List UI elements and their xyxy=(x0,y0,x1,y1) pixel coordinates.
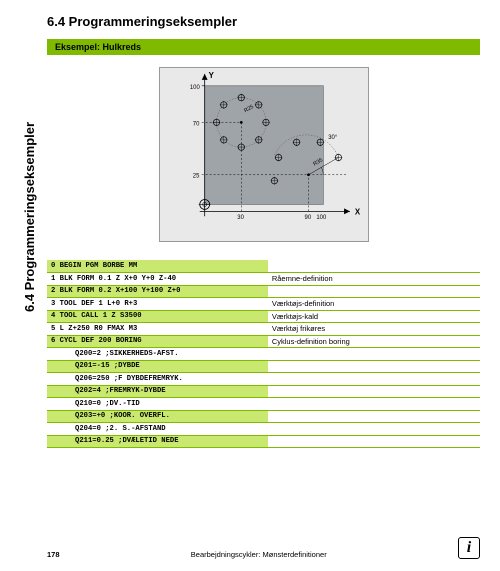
code-row: Q200=2 ;SIKKERHEDS-AFST. xyxy=(47,348,480,361)
desc-cell xyxy=(268,373,480,386)
code-cell: Q201=-15 ;DYBDE xyxy=(47,360,268,373)
code-cell: Q210=0 ;DV.-TID xyxy=(47,398,268,411)
svg-text:30°: 30° xyxy=(328,135,338,141)
code-cell: Q203=+0 ;KOOR. OVERFL. xyxy=(47,410,268,423)
desc-cell xyxy=(268,398,480,411)
desc-cell: Råemne-definition xyxy=(268,273,480,286)
code-row: 1 BLK FORM 0.1 Z X+0 Y+0 Z-40Råemne-defi… xyxy=(47,273,480,286)
sidebar-tab: 6.4 Programmeringseksempler xyxy=(18,14,40,314)
svg-text:X: X xyxy=(354,207,360,216)
code-row: Q204=0 ;2. S.-AFSTAND xyxy=(47,423,480,436)
code-row: 0 BEGIN PGM BORBE MM xyxy=(47,260,480,273)
code-row: 4 TOOL CALL 1 Z S3500Værktøjs-kald xyxy=(47,310,480,323)
desc-cell: Værktøjs-kald xyxy=(268,310,480,323)
code-row: Q211=0.25 ;DVÆLETID NEDE xyxy=(47,435,480,448)
desc-cell: Værktøj frikøres xyxy=(268,323,480,336)
desc-cell xyxy=(268,260,480,273)
code-listing-table: 0 BEGIN PGM BORBE MM1 BLK FORM 0.1 Z X+0… xyxy=(47,260,480,448)
svg-text:30: 30 xyxy=(237,215,244,221)
code-row: 2 BLK FORM 0.2 X+100 Y+100 Z+0 xyxy=(47,285,480,298)
svg-text:100: 100 xyxy=(189,85,200,91)
svg-text:25: 25 xyxy=(192,174,199,180)
code-cell: 2 BLK FORM 0.2 X+100 Y+100 Z+0 xyxy=(47,285,268,298)
code-row: Q206=250 ;F DYBDEFREMRYK. xyxy=(47,373,480,386)
code-cell: Q200=2 ;SIKKERHEDS-AFST. xyxy=(47,348,268,361)
sidebar-title: 6.4 Programmeringseksempler xyxy=(22,22,37,312)
code-row: 5 L Z+250 R0 FMAX M3Værktøj frikøres xyxy=(47,323,480,336)
section-heading: 6.4 Programmeringseksempler xyxy=(47,14,480,29)
info-icon: i xyxy=(458,537,480,559)
svg-text:Y: Y xyxy=(208,71,214,80)
svg-text:90: 90 xyxy=(304,215,311,221)
diagram-container: X Y 100 70 25 30 90 100 R25 xyxy=(159,67,369,242)
desc-cell xyxy=(268,423,480,436)
code-cell: 0 BEGIN PGM BORBE MM xyxy=(47,260,268,273)
main-content: 6.4 Programmeringseksempler Eksempel: Hu… xyxy=(47,14,480,448)
code-row: Q203=+0 ;KOOR. OVERFL. xyxy=(47,410,480,423)
desc-cell xyxy=(268,435,480,448)
svg-text:100: 100 xyxy=(316,215,327,221)
code-cell: 1 BLK FORM 0.1 Z X+0 Y+0 Z-40 xyxy=(47,273,268,286)
page-footer: 178 Bearbejdningscykler: Mønsterdefiniti… xyxy=(47,537,480,559)
page-number: 178 xyxy=(47,550,60,559)
desc-cell xyxy=(268,348,480,361)
hole-circle-diagram: X Y 100 70 25 30 90 100 R25 xyxy=(160,68,368,241)
svg-text:70: 70 xyxy=(192,121,199,127)
desc-cell xyxy=(268,385,480,398)
code-cell: 5 L Z+250 R0 FMAX M3 xyxy=(47,323,268,336)
code-row: 3 TOOL DEF 1 L+0 R+3Værktøjs-definition xyxy=(47,298,480,311)
code-cell: 3 TOOL DEF 1 L+0 R+3 xyxy=(47,298,268,311)
code-row: Q210=0 ;DV.-TID xyxy=(47,398,480,411)
code-cell: 4 TOOL CALL 1 Z S3500 xyxy=(47,310,268,323)
footer-caption: Bearbejdningscykler: Mønsterdefinitioner xyxy=(191,550,327,559)
code-row: 6 CYCL DEF 200 BORINGCyklus-definition b… xyxy=(47,335,480,348)
code-cell: 6 CYCL DEF 200 BORING xyxy=(47,335,268,348)
code-cell: Q206=250 ;F DYBDEFREMRYK. xyxy=(47,373,268,386)
code-cell: Q204=0 ;2. S.-AFSTAND xyxy=(47,423,268,436)
desc-cell: Cyklus-definition boring xyxy=(268,335,480,348)
code-row: Q202=4 ;FREMRYK-DYBDE xyxy=(47,385,480,398)
desc-cell xyxy=(268,360,480,373)
code-cell: Q211=0.25 ;DVÆLETID NEDE xyxy=(47,435,268,448)
code-row: Q201=-15 ;DYBDE xyxy=(47,360,480,373)
desc-cell xyxy=(268,285,480,298)
desc-cell: Værktøjs-definition xyxy=(268,298,480,311)
desc-cell xyxy=(268,410,480,423)
example-title-bar: Eksempel: Hulkreds xyxy=(47,39,480,55)
code-cell: Q202=4 ;FREMRYK-DYBDE xyxy=(47,385,268,398)
